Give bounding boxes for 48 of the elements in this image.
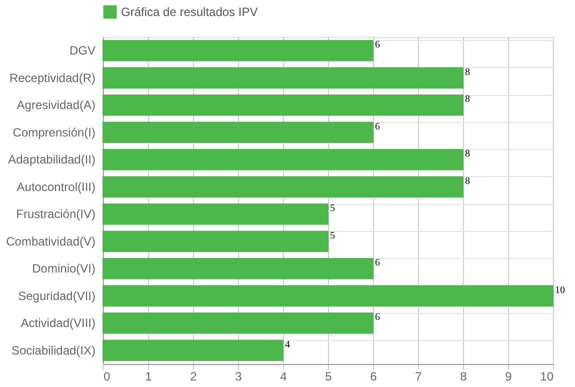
y-tick-label: Adaptabilidad(II) (8, 152, 96, 167)
y-tick-label: Seguridad(VII) (18, 288, 96, 303)
x-tick-label: 2 (190, 370, 198, 384)
bar (102, 67, 464, 88)
bar (102, 258, 374, 280)
data-label: 8 (465, 176, 470, 187)
x-tick-label: 8 (460, 370, 468, 384)
data-label: 6 (375, 121, 380, 132)
bar (102, 40, 374, 62)
y-tick-label: Combatividad(V) (6, 234, 96, 248)
x-tick-label: 4 (280, 370, 288, 384)
data-label: 6 (375, 312, 380, 324)
bar (102, 230, 328, 252)
data-label: 6 (375, 40, 380, 51)
y-tick-label: Autocontrol(III) (16, 180, 96, 194)
bar (102, 312, 374, 334)
y-tick-label: DGV (69, 44, 96, 58)
y-tick-label: Frustración(IV) (16, 207, 96, 222)
data-label: 8 (465, 148, 470, 160)
x-tick-label: 3 (235, 370, 242, 384)
bar (102, 285, 554, 306)
x-tick-label: 10 (540, 370, 554, 384)
data-label: 6 (375, 258, 380, 269)
bar (102, 122, 374, 143)
x-tick-label: 0 (104, 370, 110, 384)
data-label: 10 (555, 284, 565, 296)
y-tick-label: Dominio(VI) (32, 262, 96, 276)
x-tick-label: 6 (370, 370, 378, 384)
data-label: 4 (285, 339, 290, 350)
bar (102, 176, 464, 198)
y-tick-label: Comprensión(I) (12, 125, 96, 140)
bar (102, 204, 328, 225)
data-label: 8 (465, 66, 470, 78)
x-tick-label: 7 (415, 370, 422, 384)
x-tick-label: 9 (505, 370, 512, 384)
x-tick-label: 1 (145, 370, 152, 384)
bar (102, 149, 464, 170)
y-tick-label: Sociabilidad(IX) (11, 343, 96, 358)
data-label: 5 (330, 230, 335, 242)
y-tick-label: Receptividad(R) (9, 70, 96, 85)
data-label: 8 (465, 94, 470, 106)
legend-label: Gráfica de resultados IPV (121, 5, 258, 19)
y-tick-label: Actividad(VIII) (20, 316, 96, 330)
data-label: 5 (330, 203, 335, 214)
x-tick-label: 5 (325, 370, 332, 384)
bar (102, 340, 284, 361)
y-tick-label: Agresividad(A) (16, 98, 96, 112)
bar (102, 94, 464, 116)
